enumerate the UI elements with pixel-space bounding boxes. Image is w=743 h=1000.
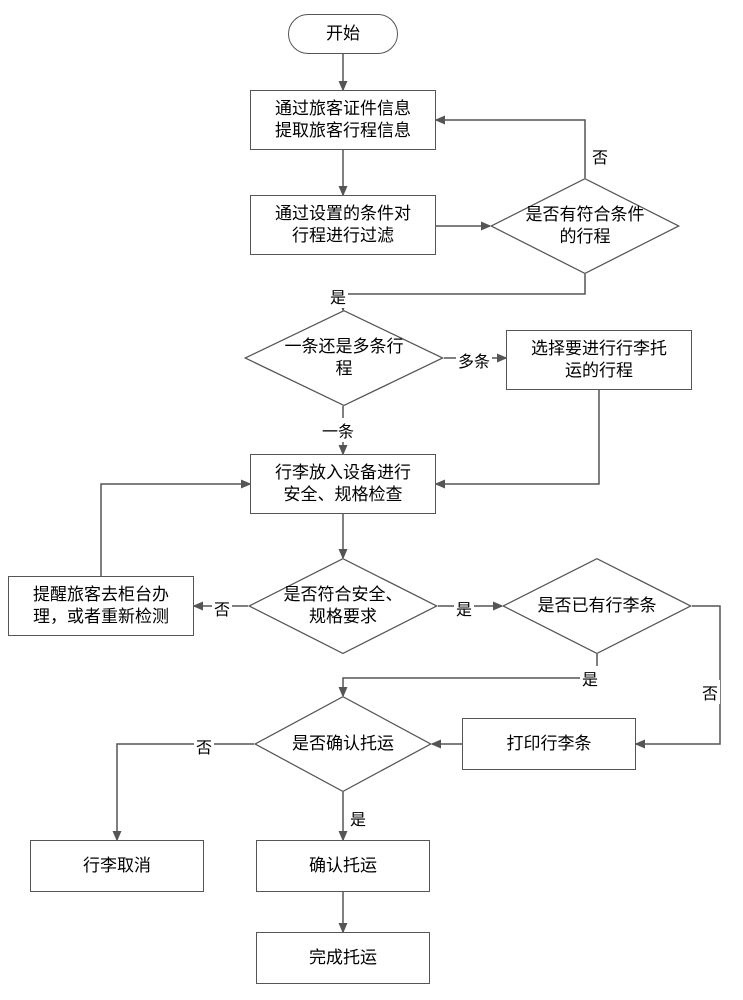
edge-hasTag-confirmQ (343, 654, 597, 696)
edge-label-oneOrMany-selectTrip: 多条 (456, 348, 492, 372)
node-hasMatch: 是否有符合条件的行程 (490, 178, 680, 274)
edge-label-safeOk-remind: 否 (212, 596, 232, 620)
node-hasTag: 是否已有行李条 (502, 558, 692, 654)
edge-confirmQ-cancel (117, 744, 254, 840)
edge-remind-inspect (101, 484, 250, 576)
node-extract: 通过旅客证件信息提取旅客行程信息 (250, 90, 436, 150)
node-start: 开始 (288, 14, 398, 54)
node-selectTrip: 选择要进行行李托运的行程 (506, 330, 692, 390)
edge-label-safeOk-hasTag: 是 (454, 596, 474, 620)
edge-hasMatch-extract (436, 120, 585, 178)
node-confirmQ: 是否确认托运 (254, 696, 432, 792)
edge-label-confirmQ-cancel: 否 (194, 734, 214, 758)
node-done: 完成托运 (256, 932, 430, 984)
node-cancel: 行李取消 (30, 840, 204, 892)
edge-label-oneOrMany-inspect: 一条 (320, 418, 356, 442)
node-inspect: 行李放入设备进行安全、规格检查 (250, 454, 436, 514)
edge-label-hasMatch-extract: 否 (590, 144, 610, 168)
edge-label-hasTag-printTag: 否 (700, 680, 720, 704)
edge-label-hasMatch-oneOrMany: 是 (328, 284, 348, 308)
node-safeOk: 是否符合安全、规格要求 (248, 558, 438, 654)
node-filter: 通过设置的条件对行程进行过滤 (250, 195, 436, 255)
edge-label-hasTag-confirmQ: 是 (580, 666, 600, 690)
edge-label-confirmQ-confirm: 是 (348, 806, 368, 830)
node-confirm: 确认托运 (256, 840, 430, 892)
edge-hasMatch-oneOrMany (343, 274, 585, 310)
node-oneOrMany: 一条还是多条行程 (244, 310, 444, 406)
node-remind: 提醒旅客去柜台办理，或者重新检测 (8, 576, 194, 636)
node-printTag: 打印行李条 (462, 718, 636, 770)
edge-selectTrip-inspect (436, 390, 599, 484)
